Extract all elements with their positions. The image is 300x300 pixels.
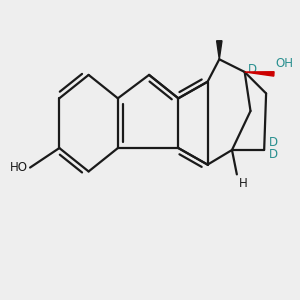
Text: D: D	[269, 136, 278, 149]
Text: D: D	[248, 62, 257, 76]
Text: OH: OH	[276, 57, 294, 70]
Text: HO: HO	[10, 161, 28, 174]
Text: H: H	[239, 177, 248, 190]
Text: D: D	[269, 148, 278, 161]
Polygon shape	[217, 41, 222, 59]
Polygon shape	[245, 72, 274, 76]
